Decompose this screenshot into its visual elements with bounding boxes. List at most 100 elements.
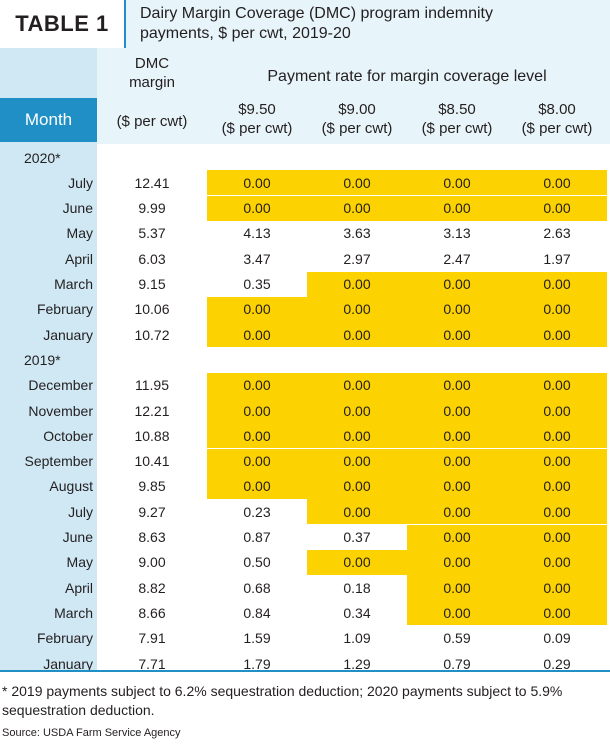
dmc-margin-header-line2: margin (129, 74, 175, 91)
table-row: May 9.00 0.50 0.00 0.00 0.00 (0, 549, 610, 575)
table-row: February 10.06 0.00 0.00 0.00 0.00 (0, 296, 610, 322)
payment-rate-cell: 0.00 (507, 549, 607, 575)
payment-rate-cell: 1.59 (243, 630, 271, 647)
level-header-value: $8.00 (538, 101, 576, 118)
dmc-margin-cell: 6.03 (138, 250, 166, 267)
year-row: 2020* (0, 145, 610, 170)
payment-rate-cell: 0.00 (507, 423, 607, 449)
payment-rate-cell: 0.00 (307, 372, 407, 398)
payment-rate-cell: 0.00 (507, 575, 607, 601)
month-cell: December (28, 377, 93, 394)
payment-rate-cell: 0.00 (507, 170, 607, 196)
payment-rate-cell: 4.13 (243, 225, 271, 242)
payment-rate-cell: 0.00 (407, 372, 507, 398)
dmc-margin-cell: 7.71 (138, 655, 166, 672)
payment-rate-cell: 0.00 (507, 271, 607, 297)
payment-rate-cell: 0.00 (307, 271, 407, 297)
month-cell: May (66, 225, 93, 242)
dmc-margin-header-line1: DMC (134, 55, 170, 72)
payment-rate-cell: 0.00 (507, 473, 607, 499)
month-cell: February (36, 301, 93, 318)
month-cell: March (54, 276, 93, 292)
level-header-850: $8.50 ($ per cwt) (407, 100, 507, 138)
payment-rate-cell: 0.00 (207, 322, 307, 348)
table-title: Dairy Margin Coverage (DMC) program inde… (140, 4, 600, 44)
payment-rate-cell: 0.00 (407, 473, 507, 499)
payment-rate-cell: 0.00 (407, 398, 507, 423)
payment-rate-cell: 0.37 (343, 529, 371, 545)
payment-rate-cell: 0.00 (507, 195, 607, 221)
payment-rate-cell: 0.00 (207, 372, 307, 398)
column-header-band (97, 48, 610, 144)
payment-rate-cell: 0.87 (243, 529, 271, 545)
payment-rate-cell: 0.59 (443, 630, 471, 647)
payment-rate-cell: 0.00 (307, 296, 407, 322)
dmc-margin-cell: 9.99 (138, 200, 166, 217)
month-cell: June (62, 529, 93, 545)
payment-rate-cell: 0.00 (407, 549, 507, 575)
month-cell: January (43, 655, 93, 672)
dmc-margin-cell: 8.82 (138, 579, 166, 596)
payment-rate-cell: 0.00 (507, 448, 607, 474)
payment-rate-cell: 0.00 (207, 296, 307, 322)
dmc-margin-cell: 9.85 (138, 478, 166, 495)
table-row: June 9.99 0.00 0.00 0.00 0.00 (0, 195, 610, 221)
month-header: Month (0, 98, 97, 142)
dmc-margin-unit: ($ per cwt) (116, 113, 188, 130)
payment-rate-cell: 0.00 (207, 195, 307, 221)
table-row: September 10.41 0.00 0.00 0.00 0.00 (0, 448, 610, 474)
payment-rate-cell: 0.00 (507, 499, 607, 525)
payment-rate-cell: 1.97 (543, 250, 571, 267)
payment-rate-cell: 0.00 (407, 296, 507, 322)
payment-rate-cell: 0.84 (243, 604, 271, 621)
month-column-band (0, 48, 97, 672)
payment-rate-cell: 3.13 (443, 225, 471, 242)
level-header-900: $9.00 ($ per cwt) (307, 100, 407, 138)
table-row: October 10.88 0.00 0.00 0.00 0.00 (0, 423, 610, 449)
payment-rate-cell: 0.00 (507, 524, 607, 550)
payment-rate-cell: 0.00 (207, 398, 307, 423)
table-row: July 12.41 0.00 0.00 0.00 0.00 (0, 170, 610, 196)
payment-rate-cell: 0.00 (407, 271, 507, 297)
table-row: April 8.82 0.68 0.18 0.00 0.00 (0, 575, 610, 601)
dmc-margin-cell: 8.63 (138, 529, 166, 545)
payment-rate-cell: 0.29 (543, 655, 571, 672)
payment-rate-cell: 0.34 (343, 604, 371, 621)
payment-rate-cell: 0.00 (507, 600, 607, 626)
table-bottom-rule (0, 670, 610, 672)
payment-rate-cell: 0.00 (207, 170, 307, 196)
month-cell: June (62, 200, 93, 217)
table-row: August 9.85 0.00 0.00 0.00 0.00 (0, 473, 610, 499)
year-row: 2019* (0, 347, 610, 372)
table-row: March 8.66 0.84 0.34 0.00 0.00 (0, 600, 610, 626)
payment-rate-cell: 0.00 (407, 448, 507, 474)
payment-rate-cell: 0.00 (307, 195, 407, 221)
dmc-margin-cell: 10.41 (134, 453, 170, 470)
payment-rate-cell: 0.00 (307, 448, 407, 474)
month-cell: April (64, 250, 93, 267)
month-cell: February (36, 630, 93, 647)
month-cell: April (64, 579, 93, 596)
year-label: 2019* (24, 351, 61, 368)
payment-rate-cell: 0.00 (407, 322, 507, 348)
payment-rate-cell: 2.97 (343, 250, 371, 267)
payment-rate-cell: 0.50 (243, 554, 271, 571)
payment-rate-cell: 0.00 (307, 549, 407, 575)
payment-rate-cell: 0.35 (243, 276, 271, 292)
payment-rate-cell: 0.18 (343, 579, 371, 596)
payment-rate-cell: 0.00 (207, 448, 307, 474)
level-header-value: $8.50 (438, 101, 476, 118)
table-row: January 10.72 0.00 0.00 0.00 0.00 (0, 322, 610, 348)
table-row: December 11.95 0.00 0.00 0.00 0.00 (0, 372, 610, 398)
table-row: November 12.21 0.00 0.00 0.00 0.00 (0, 398, 610, 423)
table-row: March 9.15 0.35 0.00 0.00 0.00 (0, 271, 610, 297)
payment-rate-cell: 2.47 (443, 250, 471, 267)
month-cell: July (68, 503, 93, 520)
payment-rate-cell: 0.00 (407, 170, 507, 196)
payment-rate-cell: 0.00 (507, 372, 607, 398)
level-header-950: $9.50 ($ per cwt) (207, 100, 307, 138)
table-header: TABLE 1 Dairy Margin Coverage (DMC) prog… (0, 0, 610, 48)
month-cell: July (68, 174, 93, 191)
table-row: February 7.91 1.59 1.09 0.59 0.09 (0, 626, 610, 651)
payment-rate-cell: 0.00 (407, 524, 507, 550)
